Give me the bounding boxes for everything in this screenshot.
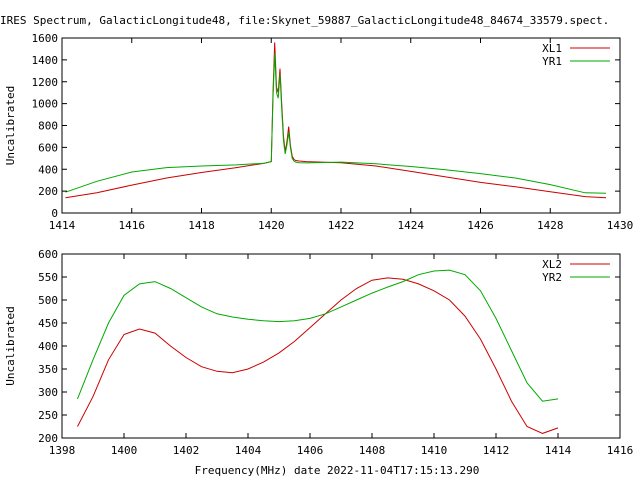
y-axis-label: Uncalibrated	[4, 306, 17, 385]
y-tick-label: 600	[38, 248, 58, 261]
x-tick-label: 1420	[258, 219, 285, 232]
legend-label-xl1: XL1	[542, 42, 562, 55]
x-tick-label: 1418	[188, 219, 215, 232]
plot-frame	[61, 253, 621, 439]
x-tick-label: 1406	[297, 444, 324, 457]
y-tick-label: 400	[38, 163, 58, 176]
legend-label-yr2: YR2	[542, 271, 562, 284]
y-tick-label: 800	[38, 120, 58, 133]
x-tick-label: 1414	[49, 219, 76, 232]
x-tick-label: 1410	[421, 444, 448, 457]
y-tick-label: 300	[38, 386, 58, 399]
y-tick-label: 550	[38, 271, 58, 284]
x-tick-label: 1428	[537, 219, 564, 232]
y-tick-label: 400	[38, 340, 58, 353]
x-tick-label: 1422	[328, 219, 355, 232]
legend-label-xl2: XL2	[542, 258, 562, 271]
x-axis-label: Frequency(MHz) date 2022-11-04T17:15:13.…	[195, 464, 480, 477]
y-tick-label: 450	[38, 317, 58, 330]
series-line-xl2	[77, 277, 559, 434]
x-tick-label: 1404	[235, 444, 262, 457]
x-tick-label: 1400	[111, 444, 138, 457]
y-tick-label: 350	[38, 363, 58, 376]
x-tick-label: 1416	[607, 444, 634, 457]
chart-title: IRES Spectrum, GalacticLongitude48, file…	[0, 14, 609, 27]
legend-label-yr1: YR1	[542, 55, 562, 68]
x-tick-label: 1414	[545, 444, 572, 457]
plot-frame	[61, 37, 621, 214]
y-axis-label: Uncalibrated	[4, 86, 17, 165]
y-tick-label: 1400	[32, 54, 59, 67]
y-tick-label: 1600	[32, 32, 59, 45]
series-line-yr2	[77, 269, 559, 402]
plot-2: 1398 1400 1402 1404 1406 1408 1410 1412 1414 1416…	[4, 248, 633, 457]
x-tick-label: 1398	[49, 444, 76, 457]
x-tick-label: 1426	[467, 219, 494, 232]
x-tick-label: 1408	[359, 444, 386, 457]
series-line-xl1	[65, 42, 607, 199]
y-tick-label: 200	[38, 432, 58, 445]
y-tick-label: 1200	[32, 76, 59, 89]
y-tick-label: 250	[38, 409, 58, 422]
y-tick-label: 200	[38, 185, 58, 198]
x-tick-label: 1416	[119, 219, 146, 232]
y-tick-label: 500	[38, 294, 58, 307]
series-line-yr1	[65, 53, 607, 194]
y-tick-label: 0	[51, 207, 58, 220]
y-tick-label: 1000	[32, 98, 59, 111]
x-tick-label: 1412	[483, 444, 510, 457]
y-tick-label: 600	[38, 141, 58, 154]
plot-1: 1414 1416 1418 1420 1422 1424 1426 1428 1430 0 200…	[4, 32, 633, 232]
x-tick-label: 1430	[607, 219, 634, 232]
x-tick-label: 1402	[173, 444, 200, 457]
x-tick-label: 1424	[398, 219, 425, 232]
